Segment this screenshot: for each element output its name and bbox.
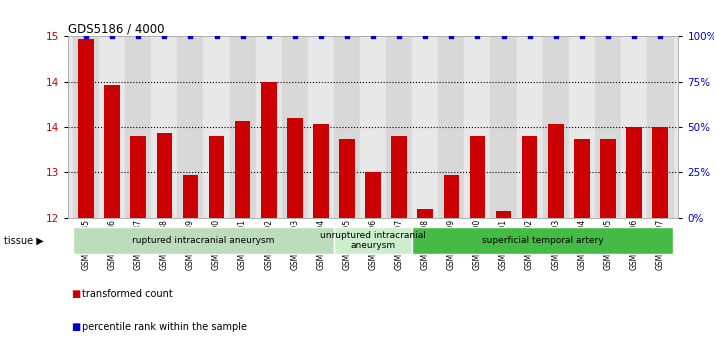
Point <box>341 33 353 39</box>
Bar <box>443 175 459 218</box>
Point <box>211 33 222 39</box>
Bar <box>496 211 511 218</box>
Point <box>185 33 196 39</box>
Bar <box>208 136 224 218</box>
Point <box>133 33 144 39</box>
Bar <box>386 36 412 218</box>
Bar <box>256 36 282 218</box>
Bar <box>491 36 516 218</box>
Bar <box>235 121 251 218</box>
Point <box>106 33 118 39</box>
Point <box>576 33 588 39</box>
Point <box>159 33 170 39</box>
Bar <box>652 127 668 218</box>
Point <box>420 33 431 39</box>
Bar <box>360 36 386 218</box>
Text: ■: ■ <box>71 322 81 332</box>
Bar <box>131 136 146 218</box>
Point <box>315 33 326 39</box>
Bar <box>334 36 360 218</box>
Text: unruptured intracranial
aneurysm: unruptured intracranial aneurysm <box>320 231 426 250</box>
Bar <box>621 36 647 218</box>
Bar <box>79 39 94 218</box>
Bar <box>516 36 543 218</box>
Point <box>367 33 378 39</box>
Text: superficial temporal artery: superficial temporal artery <box>482 236 603 245</box>
Bar <box>647 36 673 218</box>
Point <box>81 33 92 39</box>
Text: ruptured intracranial aneurysm: ruptured intracranial aneurysm <box>132 236 275 245</box>
Bar <box>418 209 433 218</box>
Bar <box>412 36 438 218</box>
Text: percentile rank within the sample: percentile rank within the sample <box>82 322 247 332</box>
Bar <box>543 36 569 218</box>
Bar <box>595 36 621 218</box>
Bar <box>151 36 177 218</box>
Point <box>289 33 301 39</box>
Bar <box>261 82 276 218</box>
Bar <box>73 227 334 254</box>
Point <box>654 33 665 39</box>
Point <box>602 33 613 39</box>
Bar <box>412 227 673 254</box>
Bar <box>600 139 615 218</box>
Text: transformed count: transformed count <box>82 289 173 299</box>
Point <box>263 33 274 39</box>
Bar <box>339 139 355 218</box>
Bar <box>203 36 230 218</box>
Bar <box>334 227 412 254</box>
Bar <box>177 36 203 218</box>
Text: tissue ▶: tissue ▶ <box>4 235 44 245</box>
Point <box>524 33 536 39</box>
Text: ■: ■ <box>71 289 81 299</box>
Bar <box>366 172 381 218</box>
Bar <box>282 36 308 218</box>
Bar <box>308 36 334 218</box>
Point <box>472 33 483 39</box>
Point <box>550 33 561 39</box>
Bar <box>522 136 538 218</box>
Point <box>498 33 509 39</box>
Bar <box>548 124 563 218</box>
Bar <box>73 36 99 218</box>
Point <box>393 33 405 39</box>
Bar <box>104 85 120 218</box>
Bar <box>313 124 328 218</box>
Bar <box>183 175 198 218</box>
Bar <box>569 36 595 218</box>
Bar <box>391 136 407 218</box>
Bar <box>99 36 125 218</box>
Text: GDS5186 / 4000: GDS5186 / 4000 <box>68 22 164 35</box>
Bar <box>156 133 172 218</box>
Point <box>237 33 248 39</box>
Point <box>446 33 457 39</box>
Bar <box>287 118 303 218</box>
Bar <box>574 139 590 218</box>
Bar <box>230 36 256 218</box>
Point <box>628 33 640 39</box>
Bar <box>464 36 491 218</box>
Bar <box>470 136 486 218</box>
Bar <box>626 127 642 218</box>
Bar <box>438 36 464 218</box>
Bar <box>125 36 151 218</box>
